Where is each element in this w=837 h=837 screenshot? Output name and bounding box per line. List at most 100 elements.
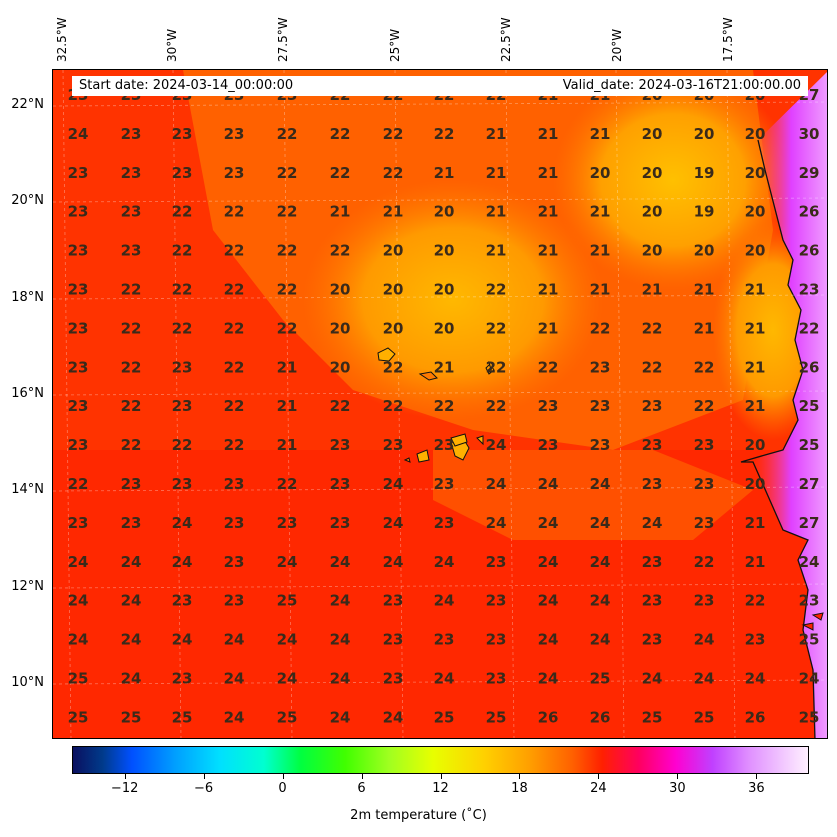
grid-value: 22 <box>330 125 351 143</box>
grid-value: 24 <box>799 670 820 688</box>
grid-value: 24 <box>799 553 820 571</box>
colorbar-tick <box>124 774 126 779</box>
lat-label-22n: 22°N <box>11 97 44 112</box>
lon-label-25w: 25°W <box>388 28 402 62</box>
grid-value: 22 <box>538 358 559 376</box>
lat-label-20n: 20°N <box>11 193 44 208</box>
grid-value: 22 <box>224 319 245 337</box>
grid-value: 26 <box>590 708 611 726</box>
grid-value: 23 <box>224 514 245 532</box>
colorbar-tick-label: 36 <box>748 781 765 796</box>
grid-value: 22 <box>486 358 507 376</box>
grid-value: 26 <box>745 708 766 726</box>
grid-value: 22 <box>172 281 193 299</box>
grid-value: 24 <box>383 553 404 571</box>
grid-value: 23 <box>642 436 663 454</box>
grid-value: 24 <box>538 553 559 571</box>
grid-value: 22 <box>121 436 142 454</box>
grid-value: 23 <box>121 514 142 532</box>
grid-value: 25 <box>172 708 193 726</box>
grid-value: 25 <box>68 670 89 688</box>
grid-value: 24 <box>694 670 715 688</box>
lon-label-32-5w: 32.5°W <box>55 17 69 62</box>
gridlines <box>53 70 827 738</box>
grid-value: 23 <box>68 203 89 221</box>
grid-value: 25 <box>799 436 820 454</box>
grid-value: 20 <box>590 164 611 182</box>
grid-value: 23 <box>68 281 89 299</box>
grid-value: 24 <box>383 475 404 493</box>
grid-value: 25 <box>799 397 820 415</box>
grid-value: 25 <box>277 708 298 726</box>
colorbar-tick <box>756 774 758 779</box>
grid-value: 22 <box>486 281 507 299</box>
grid-value: 22 <box>383 397 404 415</box>
grid-value: 23 <box>224 125 245 143</box>
island-bijagos-2 <box>801 622 814 631</box>
temperature-map: 23 23 23 23 23 22 22 22 22 21 21 20 20 20 27 24 23 23 23 22… <box>52 69 828 739</box>
grid-value: 23 <box>486 631 507 649</box>
grid-value: 22 <box>277 475 298 493</box>
grid-value: 23 <box>383 631 404 649</box>
grid-value: 23 <box>694 436 715 454</box>
grid-value: 21 <box>694 319 715 337</box>
grid-value: 22 <box>277 319 298 337</box>
grid-value: 25 <box>121 708 142 726</box>
grid-value: 24 <box>383 708 404 726</box>
island-santiago <box>450 433 468 447</box>
grid-value: 21 <box>745 281 766 299</box>
grid-value: 22 <box>224 436 245 454</box>
grid-value: 24 <box>330 708 351 726</box>
island-maio <box>476 435 484 446</box>
grid-value: 22 <box>121 319 142 337</box>
grid-value: 21 <box>694 281 715 299</box>
grid-value: 25 <box>434 708 455 726</box>
grid-value: 21 <box>590 281 611 299</box>
grid-value: 22 <box>330 164 351 182</box>
grid-value: 21 <box>538 125 559 143</box>
lon-label-20w: 20°W <box>610 28 624 62</box>
grid-value: 23 <box>330 436 351 454</box>
grid-value: 20 <box>745 436 766 454</box>
value-labels: 23 23 23 23 23 22 22 22 22 21 21 20 20 20 27 24 23 23 23 22… <box>68 86 820 726</box>
grid-value: 23 <box>172 125 193 143</box>
grid-value: 19 <box>694 164 715 182</box>
grid-value: 24 <box>121 670 142 688</box>
map-canvas: 23 23 23 23 23 22 22 22 22 21 21 20 20 20 27 24 23 23 23 22… <box>53 70 827 738</box>
grid-value: 21 <box>434 164 455 182</box>
grid-value: 23 <box>383 670 404 688</box>
grid-value: 21 <box>745 358 766 376</box>
coastline <box>740 139 816 738</box>
grid-value: 24 <box>486 436 507 454</box>
grid-value: 24 <box>538 670 559 688</box>
colorbar-tick <box>282 774 284 779</box>
grid-value: 21 <box>538 319 559 337</box>
colorbar-tick <box>203 774 205 779</box>
grid-value: 24 <box>538 631 559 649</box>
grid-value: 23 <box>68 436 89 454</box>
grid-value: 27 <box>799 514 820 532</box>
colorbar <box>72 746 809 774</box>
grid-value: 22 <box>434 397 455 415</box>
grid-value: 24 <box>68 125 89 143</box>
colorbar-tick-label: 30 <box>669 781 686 796</box>
colorbar-tick <box>677 774 679 779</box>
grid-value: 25 <box>799 631 820 649</box>
grid-value: 20 <box>330 358 351 376</box>
grid-value: 25 <box>590 670 611 688</box>
grid-value: 22 <box>486 397 507 415</box>
colorbar-tick <box>440 774 442 779</box>
africa-land <box>753 71 827 738</box>
grid-value: 25 <box>694 708 715 726</box>
grid-value: 24 <box>745 670 766 688</box>
grid-value: 20 <box>383 319 404 337</box>
grid-value: 23 <box>330 475 351 493</box>
grid-value: 24 <box>277 670 298 688</box>
grid-value: 24 <box>330 553 351 571</box>
island-brava <box>403 457 411 463</box>
grid-value: 26 <box>799 203 820 221</box>
grid-value: 23 <box>486 592 507 610</box>
lon-gridline <box>505 70 515 738</box>
lat-label-10n: 10°N <box>11 675 44 690</box>
grid-value: 24 <box>383 514 404 532</box>
